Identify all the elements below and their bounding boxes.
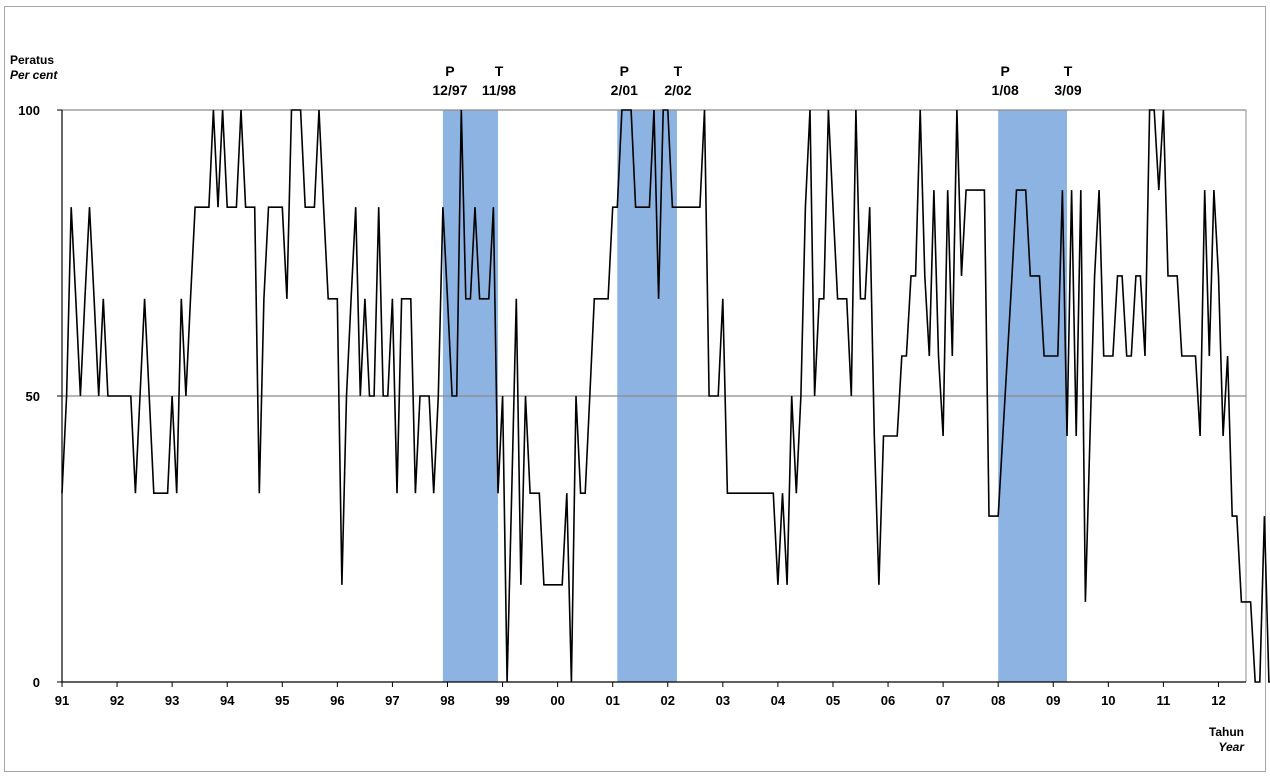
peak-label: P xyxy=(1001,63,1010,79)
x-tick-label: 93 xyxy=(165,693,179,708)
x-tick-label: 00 xyxy=(550,693,564,708)
peak-label: P xyxy=(620,63,629,79)
x-axis-label-english: Year xyxy=(1218,740,1245,754)
x-tick-label: 98 xyxy=(440,693,454,708)
trough-label: T xyxy=(674,63,683,79)
x-tick-label: 01 xyxy=(605,693,619,708)
trough-date: 2/02 xyxy=(664,82,691,98)
trough-label: T xyxy=(495,63,504,79)
x-tick-label: 03 xyxy=(716,693,730,708)
x-tick-label: 95 xyxy=(275,693,289,708)
trough-label: T xyxy=(1064,63,1073,79)
x-tick-label: 06 xyxy=(881,693,895,708)
x-tick-label: 94 xyxy=(220,693,235,708)
labels-group: Peratus Per cent Tahun Year P 12/97 T 11/98… xyxy=(10,53,1245,754)
series-line-group xyxy=(61,109,1270,683)
x-axis-label: Tahun xyxy=(1209,725,1244,739)
y-tick-label: 0 xyxy=(33,675,40,690)
x-tick-label: 05 xyxy=(826,693,840,708)
peak-date: 12/97 xyxy=(432,82,467,98)
x-tick-label: 04 xyxy=(771,693,786,708)
x-tick-label: 92 xyxy=(110,693,124,708)
peak-date: 2/01 xyxy=(611,82,638,98)
series-line-1 xyxy=(61,109,1270,683)
x-tick-label: 07 xyxy=(936,693,950,708)
y-tick-label: 50 xyxy=(26,389,40,404)
x-tick-label: 08 xyxy=(991,693,1005,708)
peak-date: 1/08 xyxy=(992,82,1019,98)
x-tick-label: 09 xyxy=(1046,693,1060,708)
peak-label: P xyxy=(445,63,454,79)
x-tick-label: 10 xyxy=(1101,693,1115,708)
y-axis-label: Peratus xyxy=(10,53,54,67)
x-tick-label: 12 xyxy=(1211,693,1225,708)
trough-date: 3/09 xyxy=(1054,82,1081,98)
axes-group: 0 50 100 91 92 93 94 95 96 97 98 99 00 01 02 03 04 05 06 07… xyxy=(18,103,1247,708)
x-tick-label: 02 xyxy=(661,693,675,708)
trough-date: 11/98 xyxy=(482,82,516,98)
x-tick-label: 97 xyxy=(385,693,399,708)
x-tick-label: 11 xyxy=(1157,693,1171,708)
x-tick-label: 96 xyxy=(330,693,344,708)
y-tick-label: 100 xyxy=(18,103,40,118)
y-axis-label-english: Per cent xyxy=(10,68,58,82)
x-tick-label: 91 xyxy=(55,693,69,708)
x-tick-label: 99 xyxy=(495,693,509,708)
